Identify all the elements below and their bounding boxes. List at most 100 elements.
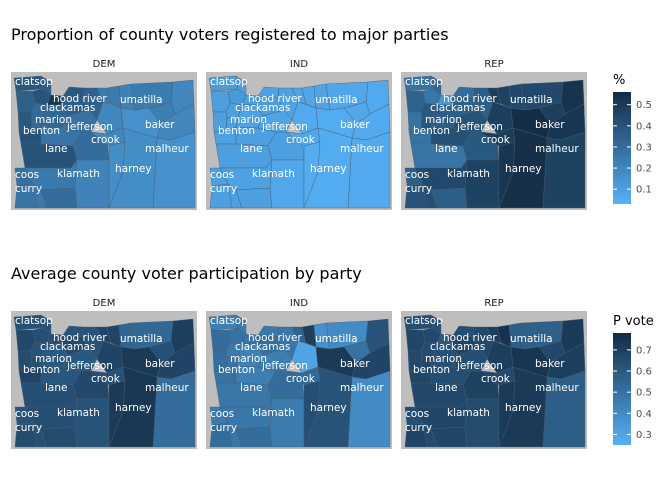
county-label-clatsop: clatsop xyxy=(210,76,248,88)
county-label-coos: coos xyxy=(15,169,39,181)
county-label-lane: lane xyxy=(435,143,457,155)
county-label-crook: crook xyxy=(286,373,316,385)
county-label-lane: lane xyxy=(435,382,457,394)
county-label-benton: benton xyxy=(218,364,255,376)
county-label-jefferson: jefferson xyxy=(456,360,503,372)
county-label-baker: baker xyxy=(145,119,175,131)
county-tillamook xyxy=(210,329,231,352)
county-jackson xyxy=(235,187,273,209)
county-label-harney: harney xyxy=(505,402,542,414)
legend-title: P vote xyxy=(613,314,654,329)
county-label-baker: baker xyxy=(340,119,370,131)
county-tillamook xyxy=(405,90,426,113)
legend-tick-label: 0.5 xyxy=(636,388,652,399)
county-label-clatsop: clatsop xyxy=(210,315,248,327)
county-label-clackamas: clackamas xyxy=(430,341,485,353)
county-label-jefferson: jefferson xyxy=(261,121,308,133)
legend-tick-label: 0.2 xyxy=(636,164,652,175)
county-label-clatsop: clatsop xyxy=(15,315,53,327)
facet-label-ind: IND xyxy=(290,59,308,70)
legend-colorbar xyxy=(613,333,631,445)
county-jackson xyxy=(430,426,468,448)
county-tillamook xyxy=(210,90,231,113)
legend-title: % xyxy=(613,73,625,88)
county-wallowa xyxy=(365,318,390,354)
county-harney xyxy=(303,127,353,209)
county-label-curry: curry xyxy=(210,183,237,195)
county-label-malheur: malheur xyxy=(535,382,579,394)
county-label-benton: benton xyxy=(218,125,255,137)
county-label-baker: baker xyxy=(535,119,565,131)
legend-tick-label: 0.4 xyxy=(636,121,652,132)
county-label-umatilla: umatilla xyxy=(315,333,358,345)
county-label-marion: marion xyxy=(35,114,72,126)
county-label-malheur: malheur xyxy=(145,143,189,155)
county-label-klamath: klamath xyxy=(57,168,100,180)
county-wallowa xyxy=(560,79,585,115)
county-label-klamath: klamath xyxy=(252,407,295,419)
legend-tick-label: 0.6 xyxy=(636,367,652,378)
county-label-benton: benton xyxy=(23,125,60,137)
county-label-coos: coos xyxy=(15,408,39,420)
county-label-jefferson: jefferson xyxy=(456,121,503,133)
county-label-coos: coos xyxy=(405,408,429,420)
legend-tick-label: 0.3 xyxy=(636,430,652,441)
county-label-benton: benton xyxy=(413,125,450,137)
county-label-marion: marion xyxy=(425,114,462,126)
legend-tick-label: 0.3 xyxy=(636,142,652,153)
county-label-clackamas: clackamas xyxy=(235,102,290,114)
county-label-benton: benton xyxy=(413,364,450,376)
county-label-hood-river: hood river xyxy=(248,332,302,344)
facet-label-rep: REP xyxy=(484,59,503,70)
county-label-malheur: malheur xyxy=(535,143,579,155)
county-label-marion: marion xyxy=(230,114,267,126)
county-tillamook xyxy=(15,90,36,113)
legend-tick-label: 0.4 xyxy=(636,409,652,420)
county-label-clatsop: clatsop xyxy=(15,76,53,88)
county-label-lane: lane xyxy=(240,143,262,155)
facet-label-rep: REP xyxy=(484,298,503,309)
county-jackson xyxy=(40,187,78,209)
chart-title-1: Proportion of county voters registered t… xyxy=(11,25,449,44)
county-label-hood-river: hood river xyxy=(248,93,302,105)
county-label-curry: curry xyxy=(15,183,42,195)
county-label-crook: crook xyxy=(286,134,316,146)
county-label-hood-river: hood river xyxy=(443,93,497,105)
county-wallowa xyxy=(560,318,585,354)
county-label-baker: baker xyxy=(145,358,175,370)
county-label-jefferson: jefferson xyxy=(66,121,113,133)
county-label-lane: lane xyxy=(240,382,262,394)
county-label-lane: lane xyxy=(45,382,67,394)
county-label-crook: crook xyxy=(91,373,121,385)
county-label-jefferson: jefferson xyxy=(66,360,113,372)
county-label-umatilla: umatilla xyxy=(120,333,163,345)
county-label-malheur: malheur xyxy=(145,382,189,394)
county-label-hood-river: hood river xyxy=(53,332,107,344)
county-label-malheur: malheur xyxy=(340,382,384,394)
county-harney xyxy=(108,366,158,448)
county-label-crook: crook xyxy=(481,373,511,385)
county-label-harney: harney xyxy=(505,163,542,175)
county-harney xyxy=(108,127,158,209)
county-label-lane: lane xyxy=(45,143,67,155)
county-jackson xyxy=(40,426,78,448)
county-label-clatsop: clatsop xyxy=(405,76,443,88)
county-label-clackamas: clackamas xyxy=(430,102,485,114)
county-tillamook xyxy=(15,329,36,352)
county-label-klamath: klamath xyxy=(447,168,490,180)
county-harney xyxy=(498,366,548,448)
county-label-umatilla: umatilla xyxy=(120,94,163,106)
county-label-klamath: klamath xyxy=(447,407,490,419)
county-label-clatsop: clatsop xyxy=(405,315,443,327)
county-label-marion: marion xyxy=(230,353,267,365)
county-jackson xyxy=(430,187,468,209)
county-wallowa xyxy=(170,318,195,354)
county-label-crook: crook xyxy=(481,134,511,146)
county-label-umatilla: umatilla xyxy=(510,333,553,345)
county-harney xyxy=(303,366,353,448)
